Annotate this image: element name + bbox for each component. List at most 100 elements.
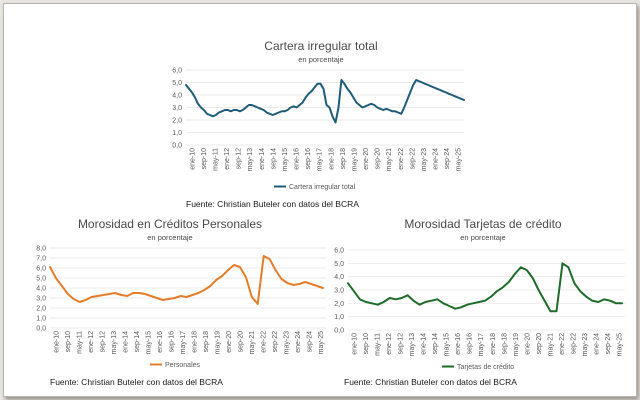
x-tick-label: ene-22 bbox=[260, 331, 267, 353]
x-tick-label: ene-20 bbox=[524, 333, 531, 355]
x-tick-label: ene-16 bbox=[157, 331, 164, 353]
x-tick-label: may-25 bbox=[318, 331, 325, 354]
legend-entry: Personales bbox=[150, 362, 201, 369]
y-tick-label: 1,0 bbox=[172, 130, 182, 137]
legend-label: Cartera irregular total bbox=[289, 184, 356, 191]
x-tick-label: may-15 bbox=[145, 331, 152, 354]
x-tick-label: sep-10 bbox=[201, 148, 208, 170]
x-tick-label: sep-22 bbox=[571, 333, 578, 355]
series-line-right bbox=[347, 262, 623, 313]
x-tick-label: ene-14 bbox=[259, 148, 266, 170]
x-tick-label: ene-22 bbox=[398, 148, 405, 170]
x-tick-label: may-21 bbox=[386, 148, 393, 171]
y-tick-label: 2,0 bbox=[334, 301, 344, 308]
x-tick-label: may-11 bbox=[76, 331, 83, 354]
y-tick-label: 2,0 bbox=[172, 118, 182, 125]
x-tick-label: sep-20 bbox=[237, 331, 244, 353]
chart-subtitle: en porcentaje bbox=[298, 55, 343, 64]
x-tick-label: ene-18 bbox=[490, 333, 497, 355]
x-tick-label: may-23 bbox=[582, 333, 589, 356]
x-tick-label: ene-12 bbox=[88, 331, 95, 353]
x-tick-label: sep-12 bbox=[99, 331, 106, 353]
x-tick-label: ene-18 bbox=[191, 331, 198, 353]
y-tick-label: 4,0 bbox=[334, 274, 344, 281]
x-tick-label: sep-24 bbox=[444, 148, 451, 170]
x-tick-label: may-23 bbox=[283, 331, 290, 354]
x-tick-label: may-15 bbox=[282, 148, 289, 171]
y-tick-label: 0,0 bbox=[36, 326, 46, 333]
x-tick-label: sep-16 bbox=[305, 148, 312, 170]
x-tick-label: sep-14 bbox=[432, 333, 439, 355]
x-tick-label: ene-10 bbox=[351, 333, 358, 355]
x-tick-label: ene-24 bbox=[295, 331, 302, 353]
x-tick-label: sep-16 bbox=[168, 331, 175, 353]
y-tick-label: 1,0 bbox=[36, 316, 46, 323]
legend-label: Personales bbox=[165, 362, 201, 369]
x-tick-label: ene-10 bbox=[53, 331, 60, 353]
x-tick-label: sep-14 bbox=[134, 331, 141, 353]
x-tick-label: sep-10 bbox=[65, 331, 72, 353]
legend-label: Tarjetas de crédito bbox=[457, 364, 514, 371]
y-tick-label: 5,0 bbox=[36, 276, 46, 283]
x-tick-label: ene-22 bbox=[559, 333, 566, 355]
source-note: Fuente: Christian Buteler con datos del … bbox=[50, 377, 223, 387]
x-tick-label: may-11 bbox=[374, 333, 381, 356]
x-tick-label: sep-24 bbox=[605, 333, 612, 355]
legend-entry: Cartera irregular total bbox=[274, 184, 356, 191]
x-tick-label: ene-20 bbox=[363, 148, 370, 170]
chart-title: Morosidad Tarjetas de crédito bbox=[404, 217, 562, 231]
y-tick-label: 6,0 bbox=[36, 266, 46, 273]
x-tick-label: ene-16 bbox=[294, 148, 301, 170]
x-tick-label: may-23 bbox=[421, 148, 428, 171]
y-tick-label: 0,0 bbox=[334, 328, 344, 335]
x-tick-label: ene-12 bbox=[224, 148, 231, 170]
figure-frame: Cartera irregular total en porcentaje 0,0 1… bbox=[3, 3, 637, 397]
y-tick-label: 6,0 bbox=[334, 248, 344, 255]
x-tick-label: sep-20 bbox=[536, 333, 543, 355]
x-tick-label: may-17 bbox=[317, 148, 324, 171]
x-tick-label: may-13 bbox=[111, 331, 118, 354]
source-note: Fuente: Christian Buteler con datos del … bbox=[186, 199, 359, 209]
chart-title: Cartera irregular total bbox=[264, 39, 377, 53]
x-tick-label: may-13 bbox=[247, 148, 254, 171]
x-tick-label: may-25 bbox=[617, 333, 624, 356]
chart-right: Morosidad Tarjetas de crédito en porcenta… bbox=[334, 217, 625, 387]
x-tick-label: sep-18 bbox=[501, 333, 508, 355]
y-tick-label: 2,0 bbox=[36, 306, 46, 313]
y-tick-label: 7,0 bbox=[36, 256, 46, 263]
x-tick-label: ene-16 bbox=[455, 333, 462, 355]
x-tick-label: sep-18 bbox=[340, 148, 347, 170]
x-tick-label: may-17 bbox=[478, 333, 485, 356]
x-tick-label: may-13 bbox=[409, 333, 416, 356]
x-tick-label: sep-16 bbox=[467, 333, 474, 355]
chart-top: Cartera irregular total en porcentaje 0,0 1… bbox=[172, 39, 465, 209]
series-line-left bbox=[49, 255, 324, 305]
source-note: Fuente: Christian Buteler con datos del … bbox=[344, 377, 517, 387]
x-tick-label: may-21 bbox=[547, 333, 554, 356]
y-tick-label: 3,0 bbox=[172, 105, 182, 112]
x-tick-label: ene-14 bbox=[122, 331, 129, 353]
x-tick-label: sep-24 bbox=[306, 331, 313, 353]
x-tick-label: ene-10 bbox=[189, 148, 196, 170]
x-tick-label: ene-24 bbox=[594, 333, 601, 355]
x-tick-label: sep-22 bbox=[272, 331, 279, 353]
chart-left: Morosidad en Créditos Personales en porce… bbox=[36, 217, 326, 387]
x-tick-label: sep-10 bbox=[363, 333, 370, 355]
y-tick-label: 4,0 bbox=[36, 286, 46, 293]
x-tick-label: sep-14 bbox=[270, 148, 277, 170]
y-tick-label: 5,0 bbox=[334, 261, 344, 268]
x-tick-label: sep-12 bbox=[236, 148, 243, 170]
y-tick-label: 4,0 bbox=[172, 93, 182, 100]
y-tick-label: 8,0 bbox=[36, 246, 46, 253]
y-tick-label: 0,0 bbox=[172, 143, 182, 150]
x-tick-label: ene-12 bbox=[386, 333, 393, 355]
legend-entry: Tarjetas de crédito bbox=[442, 364, 514, 371]
x-tick-label: may-25 bbox=[456, 148, 463, 171]
x-tick-label: ene-24 bbox=[433, 148, 440, 170]
x-tick-label: may-21 bbox=[249, 331, 256, 354]
y-tick-label: 1,0 bbox=[334, 314, 344, 321]
x-tick-label: sep-12 bbox=[397, 333, 404, 355]
y-tick-label: 3,0 bbox=[334, 288, 344, 295]
x-tick-label: ene-14 bbox=[421, 333, 428, 355]
charts-figure: Cartera irregular total en porcentaje 0,0 1… bbox=[36, 39, 625, 387]
